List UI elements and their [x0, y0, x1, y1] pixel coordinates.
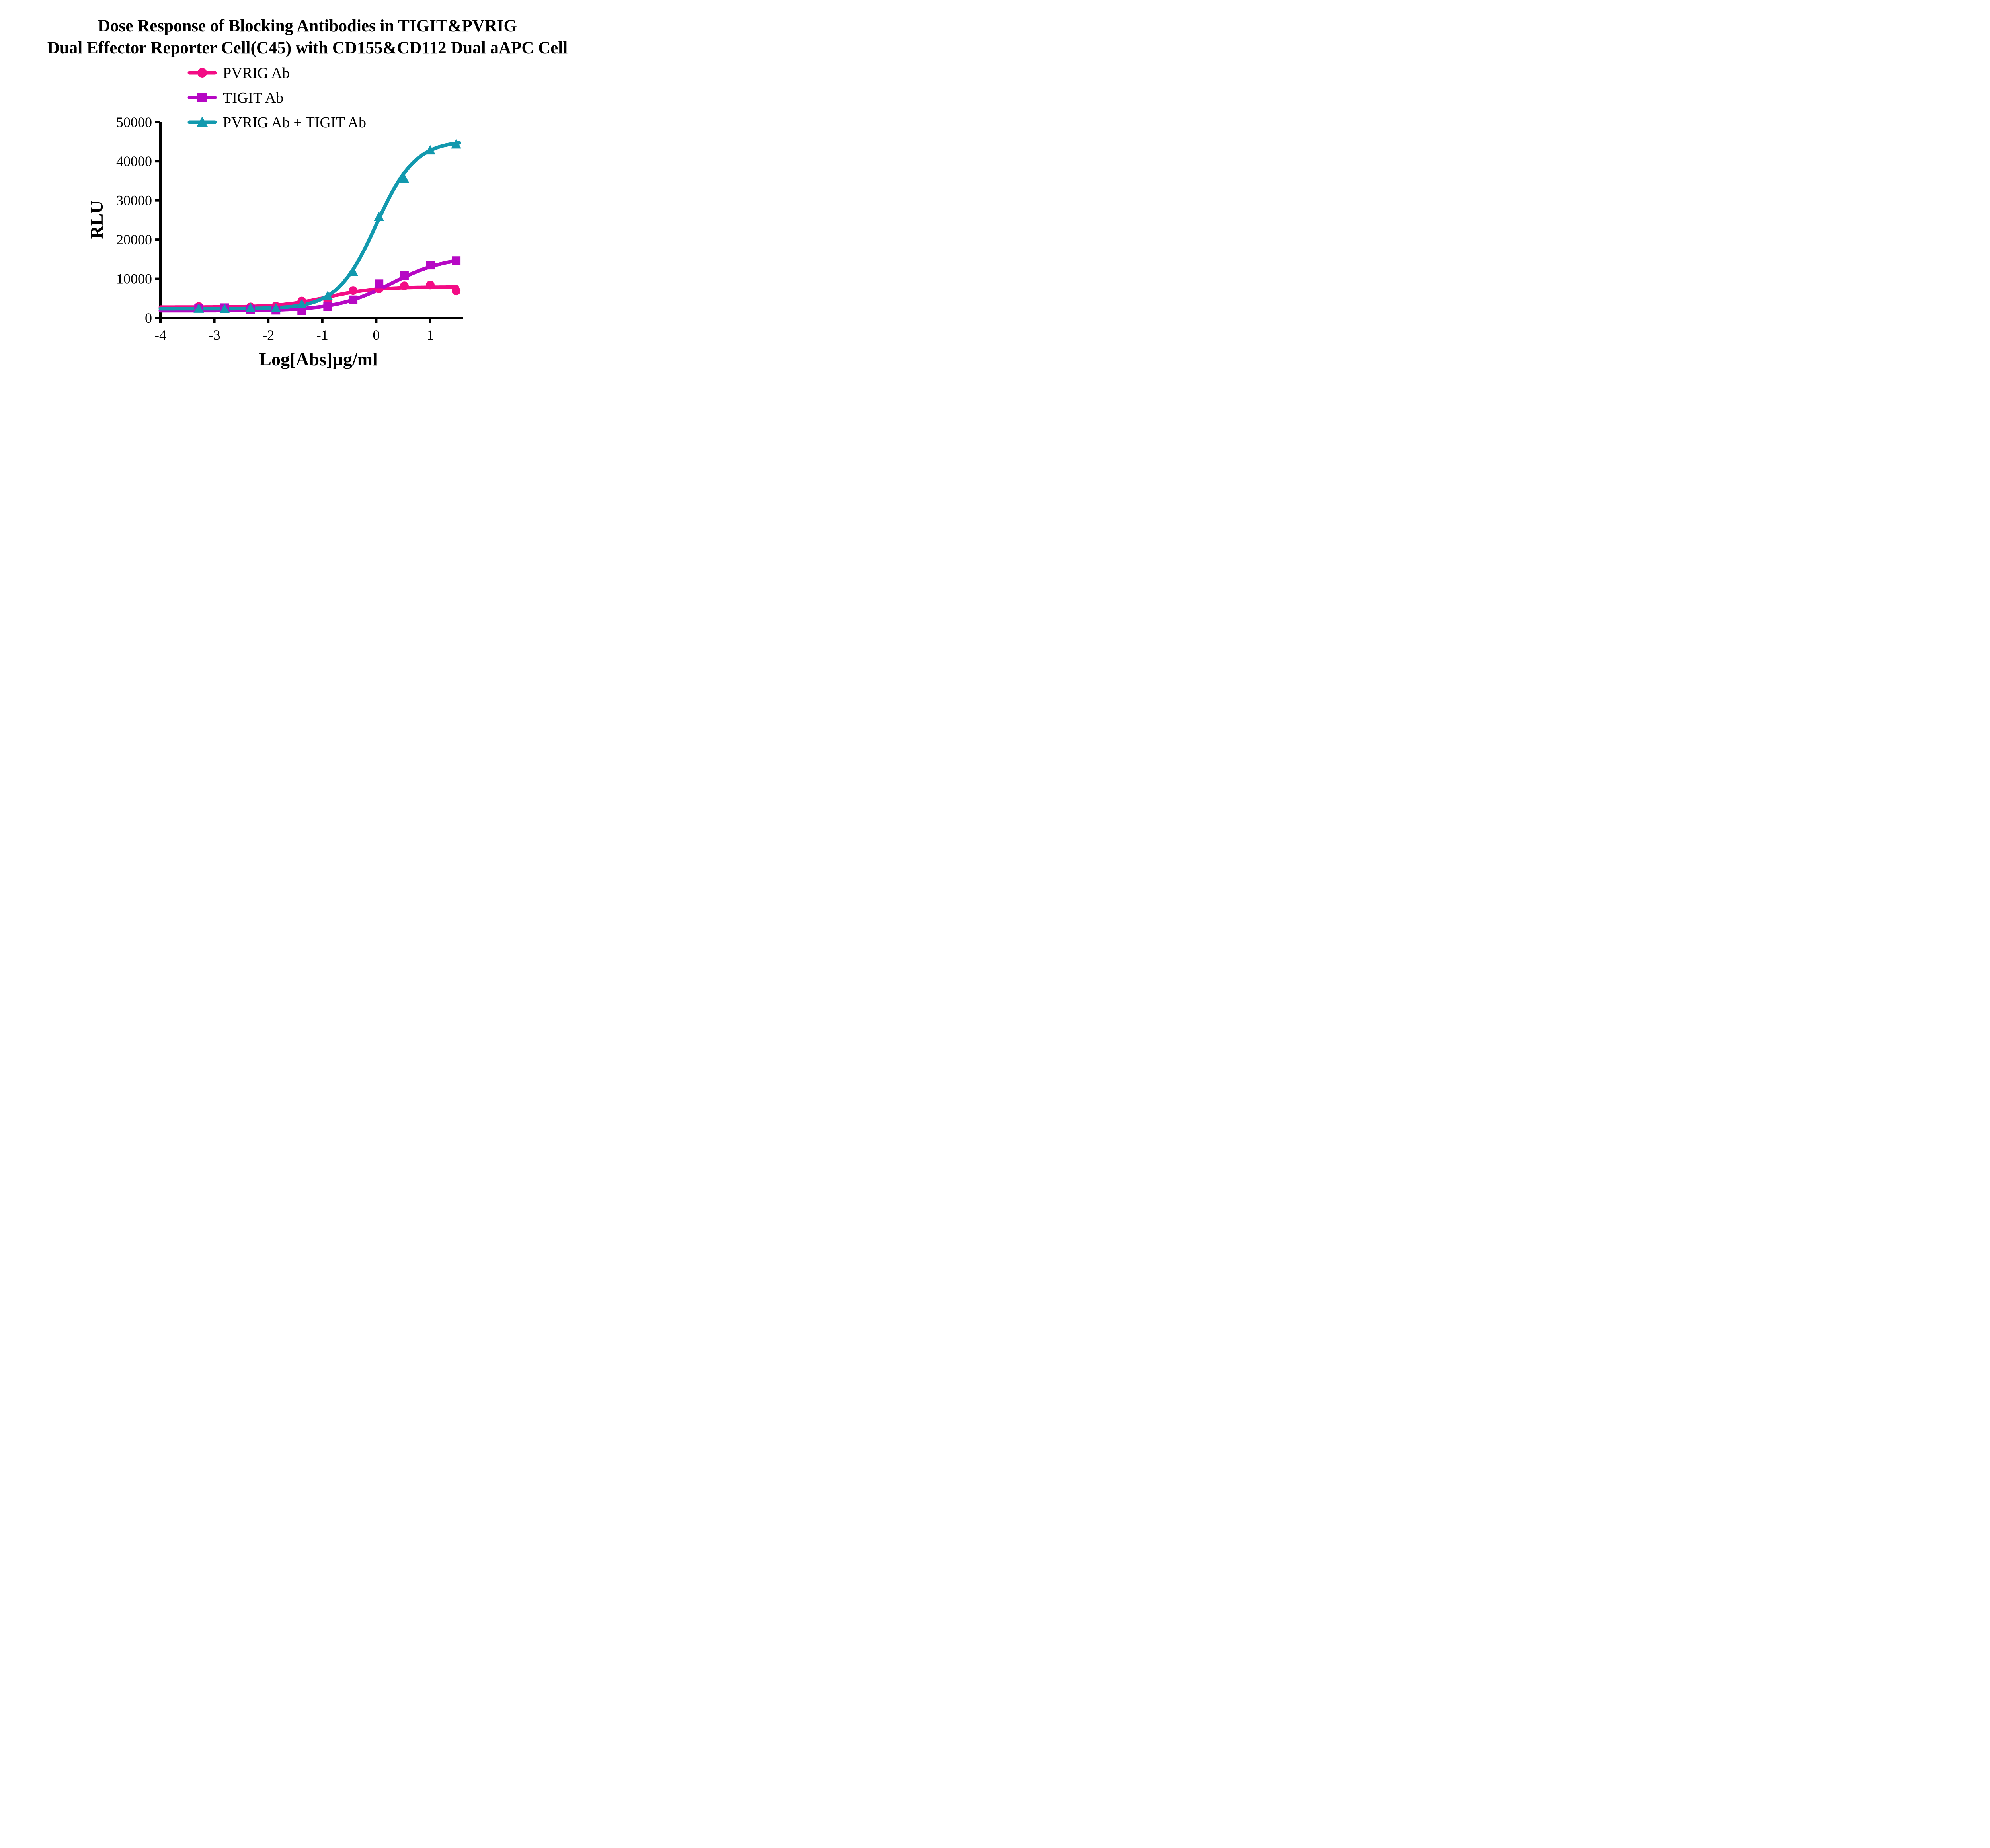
- chart-title-line2: Dual Effector Reporter Cell(C45) with CD…: [47, 39, 568, 57]
- y-tick-label: 50000: [116, 114, 152, 130]
- data-point-s3-7: [348, 266, 359, 276]
- data-point-s1-10: [426, 281, 435, 290]
- data-point-s3-2: [219, 304, 230, 313]
- legend-item-label: PVRIG Ab + TIGIT Ab: [223, 114, 366, 131]
- dose-response-chart: 0 10000 20000 30000 40000 50000 -4 -3 -2 -1 0 1 RLU L…: [86, 65, 463, 369]
- y-tick-label: 20000: [116, 232, 152, 248]
- data-point-s3-3: [245, 303, 256, 312]
- y-tick-label: 40000: [116, 153, 152, 169]
- data-point-s2-6: [323, 302, 332, 311]
- legend-triangle-icon: [196, 116, 208, 127]
- chart-title: Dose Response of Blocking Antibodies in …: [0, 15, 615, 59]
- x-tick-label: 1: [427, 327, 434, 343]
- y-axis-title: RLU: [86, 200, 107, 239]
- x-axis-title: Log[Abs]µg/ml: [259, 349, 377, 369]
- data-point-s3-9: [399, 174, 410, 183]
- data-point-s2-8: [375, 279, 384, 289]
- legend-square-icon: [197, 93, 207, 102]
- x-tick-label: -2: [262, 327, 274, 343]
- x-tick-label: -3: [209, 327, 220, 343]
- data-point-s3-6: [322, 290, 333, 300]
- data-point-s3-10: [425, 145, 435, 155]
- x-tick-label: -1: [316, 327, 328, 343]
- data-point-s3-11: [451, 139, 462, 149]
- data-point-s2-9: [400, 271, 409, 280]
- data-point-s2-11: [452, 256, 461, 265]
- dose-response-figure: Dose Response of Blocking Antibodies in …: [0, 0, 615, 386]
- data-point-s1-7: [349, 286, 358, 295]
- chart-title-line1: Dose Response of Blocking Antibodies in …: [98, 17, 517, 35]
- data-point-s3-8: [374, 212, 384, 221]
- data-point-s3-4: [271, 303, 281, 312]
- legend-item-label: PVRIG Ab: [223, 65, 290, 82]
- x-tick-label: 0: [373, 327, 380, 343]
- data-point-s2-7: [349, 295, 358, 304]
- data-point-s1-9: [400, 281, 409, 290]
- legend-item-label: TIGIT Ab: [223, 90, 283, 106]
- y-tick-label: 30000: [116, 193, 152, 209]
- y-tick-label: 0: [145, 310, 152, 326]
- y-tick-label: 10000: [116, 271, 152, 287]
- data-point-s3-5: [297, 299, 307, 308]
- data-point-s3-1: [193, 303, 204, 313]
- legend-circle-icon: [197, 68, 207, 78]
- x-tick-label: -4: [154, 327, 166, 343]
- data-point-s1-11: [452, 287, 461, 296]
- series-curve-3: [158, 141, 461, 311]
- data-point-s2-10: [426, 261, 435, 270]
